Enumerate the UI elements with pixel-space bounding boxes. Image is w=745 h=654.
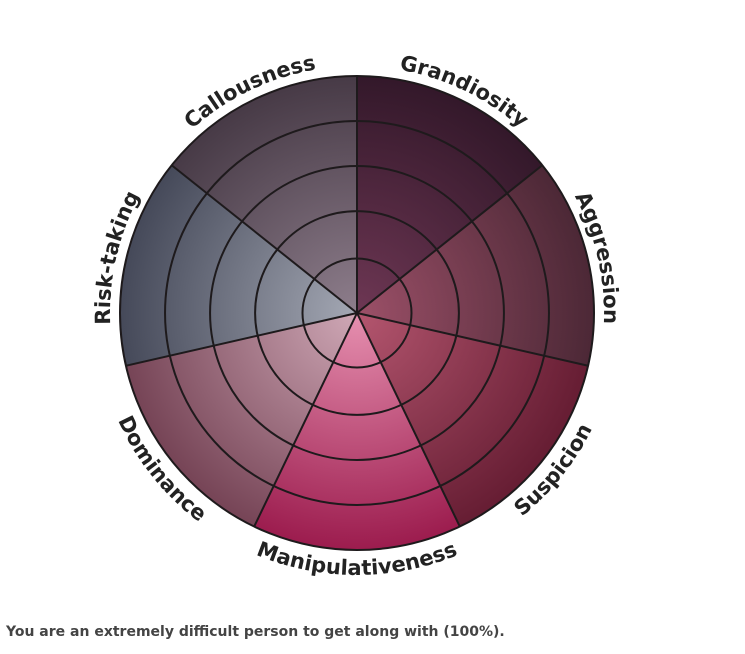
sector-aggression — [357, 165, 594, 366]
grid-ring — [164, 120, 550, 506]
spoke-line — [253, 312, 358, 527]
spoke-line — [356, 312, 461, 527]
grid-ring — [254, 210, 460, 416]
sector-suspicion — [357, 313, 589, 527]
grid-ring — [119, 75, 595, 551]
spoke-line — [356, 312, 589, 367]
sector-manipulativeness — [254, 313, 460, 550]
grid-ring — [209, 165, 505, 461]
sector-dominance — [125, 313, 358, 527]
sector-risk-taking — [120, 165, 357, 366]
polar-area-chart: GrandiosityAggressionSuspicionManipulati… — [91, 51, 623, 580]
spoke-line — [356, 164, 543, 314]
grid-ring — [301, 257, 413, 369]
spoke-line — [125, 312, 358, 367]
result-summary: You are an extremely difficult person to… — [6, 624, 505, 640]
sector-grandiosity — [357, 76, 543, 313]
spoke-line — [171, 164, 358, 314]
sector-callousness — [171, 76, 357, 313]
